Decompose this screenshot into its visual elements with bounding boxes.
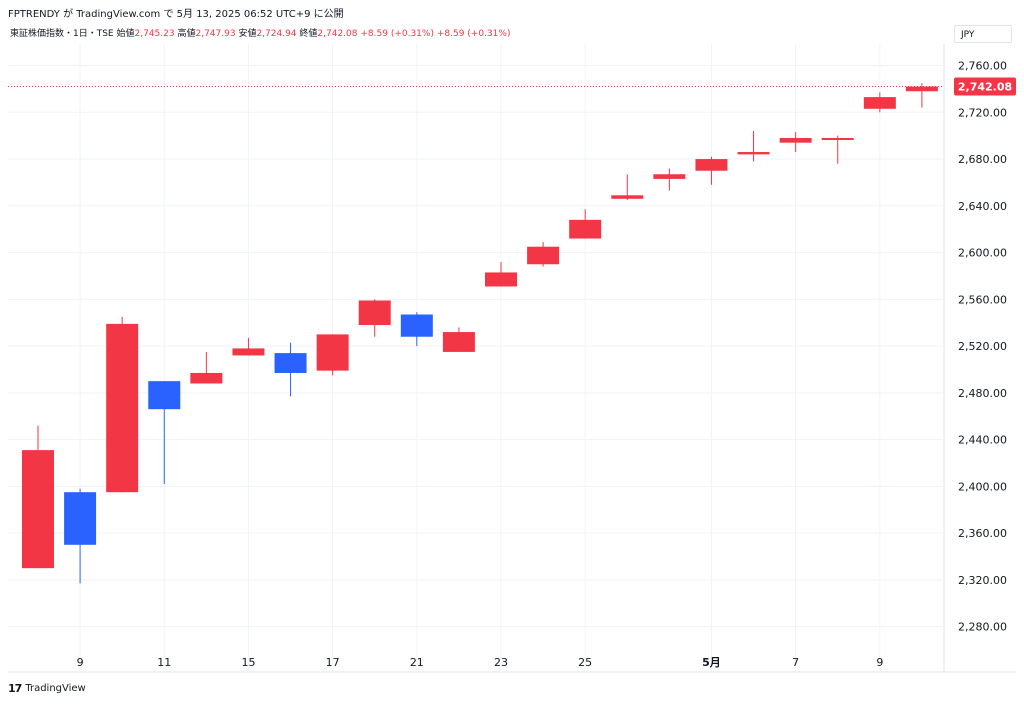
x-tick-label: 5月 (702, 656, 721, 669)
x-tick-label: 23 (494, 656, 508, 669)
legend-low-label: 安値 (238, 29, 257, 39)
x-tick-label: 17 (326, 656, 340, 669)
chart-header: FPTRENDY が TradingView.com で 5月 13, 2025… (0, 0, 1024, 22)
candle-body (653, 174, 686, 179)
candle-body (148, 381, 181, 410)
x-tick-label: 15 (241, 656, 255, 669)
candle-body (695, 159, 728, 171)
candle-body (821, 138, 854, 141)
x-tick-label: 9 (77, 656, 84, 669)
last-price-badge (954, 77, 1016, 96)
candle-body (905, 86, 938, 92)
ohlc-legend: 東証株価指数・1日・TSE 始値2,745.23 高値2,747.93 安値2,… (10, 26, 510, 39)
candle-body (316, 334, 349, 371)
candle-body (358, 300, 391, 326)
footer: 17 TradingView (8, 682, 86, 695)
legend-open-label: 始値 (116, 29, 135, 39)
legend-high-label: 高値 (177, 29, 196, 39)
candle-body (442, 332, 475, 352)
y-tick-label: 2,400.00 (958, 480, 1007, 493)
y-tick-label: 2,640.00 (958, 200, 1007, 213)
y-tick-label: 2,560.00 (958, 293, 1007, 306)
tradingview-logo-icon: 17 (8, 682, 22, 695)
candle-body (106, 323, 139, 493)
candle-body (400, 314, 433, 337)
candle-body (863, 97, 896, 109)
candle-body (569, 219, 602, 239)
x-tick-label: 25 (578, 656, 592, 669)
legend-open-value: 2,745.23 (134, 29, 175, 39)
y-tick-label: 2,760.00 (958, 60, 1007, 73)
legend-low-value: 2,724.94 (256, 29, 297, 39)
candle-body (779, 138, 812, 143)
x-tick-label: 7 (792, 656, 799, 669)
candle-body (611, 195, 644, 199)
y-tick-label: 2,520.00 (958, 340, 1007, 353)
candle-body (64, 492, 97, 545)
y-tick-label: 2,480.00 (958, 387, 1007, 400)
candle-body (22, 450, 54, 569)
y-tick-label: 2,440.00 (958, 434, 1007, 447)
legend-change: +8.59 (+0.31%) (360, 29, 434, 39)
y-tick-label: 2,720.00 (958, 106, 1007, 119)
y-tick-label: 2,680.00 (958, 153, 1007, 166)
legend-close-value: 2,742.08 (317, 29, 358, 39)
candle-body (485, 272, 517, 287)
legend-symbol: 東証株価指数・1日・TSE (10, 29, 114, 39)
last-price-label: 2,742.08 (958, 80, 1012, 93)
x-tick-label: 9 (876, 656, 883, 669)
y-tick-label: 2,280.00 (958, 621, 1007, 634)
legend-close-label: 終値 (299, 29, 318, 39)
y-tick-label: 2,360.00 (958, 527, 1007, 540)
currency-button[interactable]: JPY (954, 25, 1012, 43)
x-tick-label: 11 (157, 656, 171, 669)
footer-brand: TradingView (25, 683, 86, 694)
candle-body (274, 353, 307, 373)
legend-high-value: 2,747.93 (195, 29, 236, 39)
y-tick-label: 2,320.00 (958, 574, 1007, 587)
candle-body (190, 372, 223, 384)
published-note: FPTRENDY が TradingView.com で 5月 13, 2025… (8, 9, 344, 20)
legend-change-secondary: +8.59 (+0.31%) (436, 29, 511, 39)
candle-body (527, 246, 560, 265)
y-tick-label: 2,600.00 (958, 247, 1007, 260)
x-tick-label: 21 (410, 656, 424, 669)
candle-body (737, 152, 770, 155)
candle-body (232, 348, 265, 356)
